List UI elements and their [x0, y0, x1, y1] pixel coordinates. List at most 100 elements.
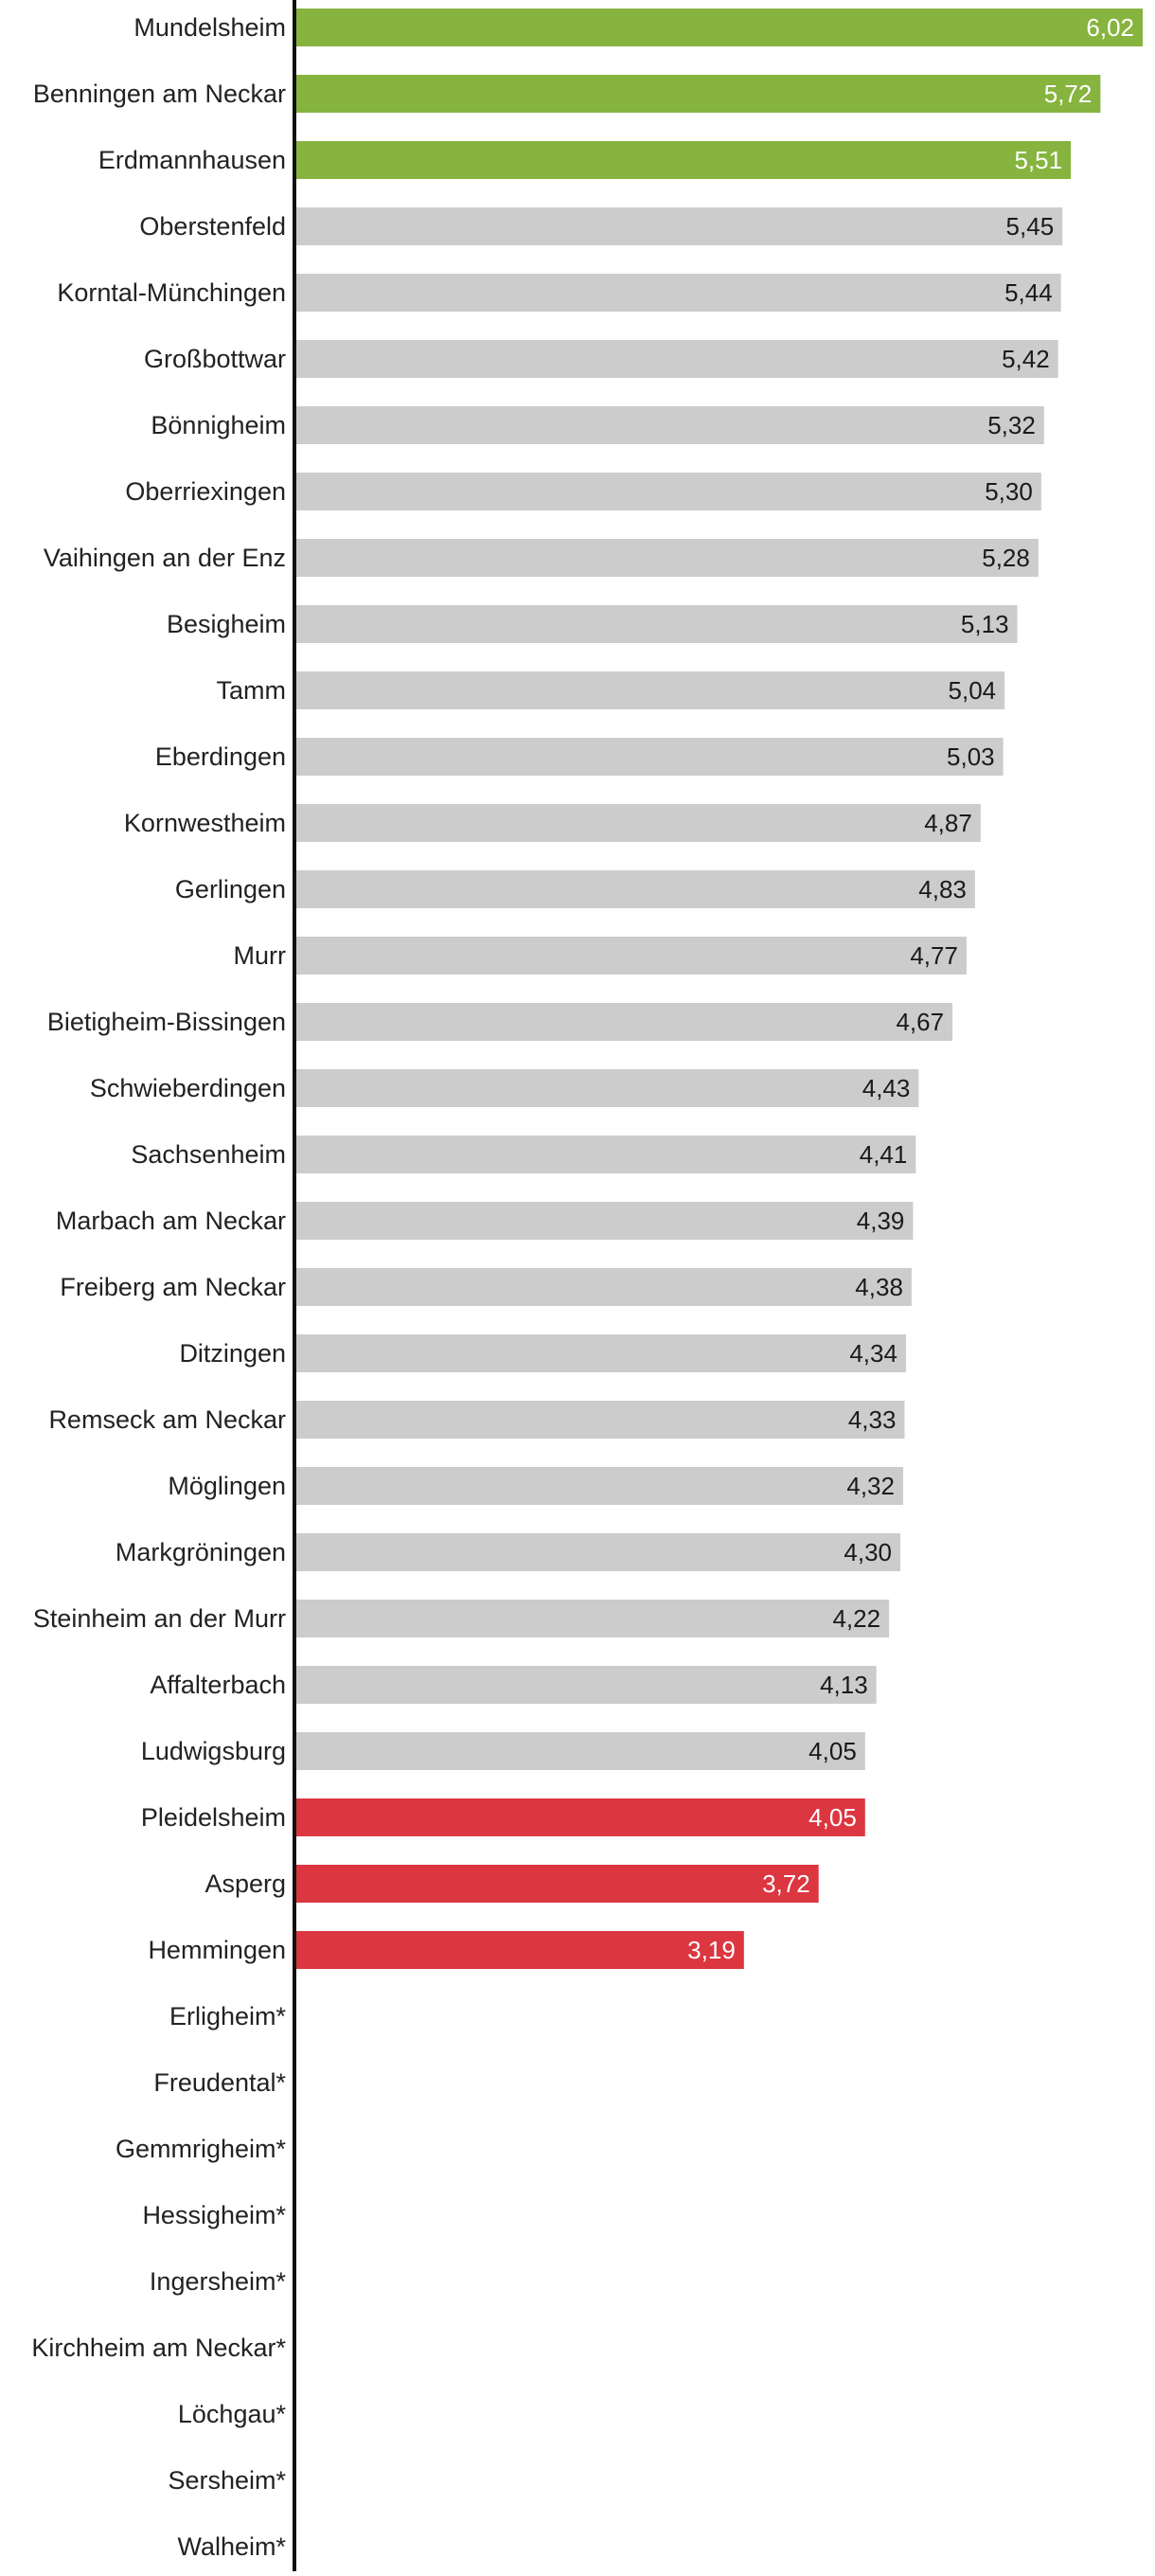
value-label: 5,03: [947, 742, 995, 771]
category-label: Freiberg am Neckar: [60, 1273, 286, 1301]
bar-low: [294, 1865, 819, 1903]
bar-mid: [294, 1334, 906, 1372]
category-label: Eberdingen: [155, 742, 286, 771]
bar-mid: [294, 1600, 890, 1637]
category-label: Remseck am Neckar: [48, 1405, 286, 1434]
bar-mid: [294, 1666, 877, 1704]
category-label: Markgröningen: [116, 1538, 286, 1566]
value-label: 4,32: [846, 1472, 895, 1500]
value-label: 4,05: [808, 1803, 857, 1832]
bar-mid: [294, 406, 1044, 444]
category-label: Löchgau*: [178, 2400, 287, 2428]
category-label: Schwieberdingen: [90, 1074, 286, 1102]
bar-mid: [294, 870, 975, 908]
category-label: Großbottwar: [144, 345, 286, 373]
value-label: 4,87: [924, 809, 972, 837]
category-label: Freudental*: [153, 2068, 286, 2097]
bars-group: 6,02 5,72 5,51 5,45 5,44 5,42 5,32 5,30 5,28 5,13…: [294, 9, 1143, 1969]
category-label: Erdmannhausen: [98, 146, 286, 174]
bar-mid: [294, 340, 1058, 378]
bar-mid: [294, 207, 1063, 245]
category-labels-group: Mundelsheim Benningen am Neckar Erdmannhau…: [31, 13, 286, 2561]
value-label: 5,51: [1014, 146, 1062, 174]
category-label: Sersheim*: [168, 2466, 286, 2495]
category-label: Bönnigheim: [151, 411, 286, 439]
value-label: 4,22: [832, 1604, 880, 1633]
category-label: Möglingen: [168, 1472, 286, 1500]
value-label: 4,67: [896, 1008, 944, 1036]
value-label: 5,42: [1002, 345, 1050, 373]
category-label: Steinheim an der Murr: [33, 1604, 286, 1633]
bar-mid: [294, 671, 1005, 709]
category-label: Erligheim*: [169, 2002, 287, 2030]
value-label: 5,32: [987, 411, 1036, 439]
category-label: Bietigheim-Bissingen: [47, 1008, 286, 1036]
value-label: 5,04: [949, 676, 997, 705]
value-label: 4,83: [918, 875, 967, 903]
category-label: Affalterbach: [150, 1671, 286, 1699]
value-label: 4,41: [860, 1140, 908, 1169]
bar-mid: [294, 1069, 919, 1107]
bar-top: [294, 141, 1072, 179]
bar-mid: [294, 1401, 905, 1439]
category-label: Murr: [234, 941, 287, 970]
category-label: Kornwestheim: [124, 809, 286, 837]
bar-mid: [294, 1732, 865, 1770]
category-label: Vaihingen an der Enz: [44, 544, 286, 572]
bar-mid: [294, 539, 1039, 577]
bar-low: [294, 1798, 865, 1836]
value-label: 5,45: [1006, 212, 1055, 241]
bar-mid: [294, 274, 1061, 312]
value-label: 5,44: [1004, 278, 1053, 307]
bar-mid: [294, 1268, 912, 1306]
category-label: Besigheim: [167, 610, 286, 638]
category-label: Walheim*: [177, 2532, 286, 2561]
bar-mid: [294, 804, 981, 842]
value-label: 6,02: [1086, 13, 1134, 42]
category-label: Oberstenfeld: [139, 212, 286, 241]
value-label: 4,38: [855, 1273, 903, 1301]
value-label: 4,34: [849, 1339, 897, 1368]
category-label: Ditzingen: [179, 1339, 286, 1368]
bar-top: [294, 9, 1143, 46]
bar-mid: [294, 1533, 900, 1571]
value-label: 4,43: [862, 1074, 911, 1102]
category-label: Hemmingen: [148, 1936, 286, 1964]
bar-mid: [294, 738, 1004, 776]
value-label: 4,13: [820, 1671, 868, 1699]
bar-mid: [294, 473, 1041, 510]
value-label: 3,72: [762, 1869, 810, 1898]
category-label: Tamm: [217, 676, 287, 705]
value-label: 5,13: [961, 610, 1009, 638]
value-label: 4,39: [857, 1207, 905, 1235]
bar-mid: [294, 1003, 953, 1041]
category-label: Ludwigsburg: [141, 1737, 286, 1765]
category-label: Gemmrigheim*: [116, 2135, 287, 2163]
value-label: 5,28: [982, 544, 1030, 572]
category-label: Gerlingen: [175, 875, 286, 903]
category-label: Marbach am Neckar: [56, 1207, 286, 1235]
category-label: Asperg: [204, 1869, 286, 1898]
bar-mid: [294, 1467, 903, 1505]
bar-top: [294, 75, 1101, 113]
bar-mid: [294, 1202, 914, 1240]
bar-mid: [294, 605, 1018, 643]
value-label: 4,77: [910, 941, 958, 970]
value-label: 4,33: [848, 1405, 897, 1434]
value-label: 5,72: [1044, 80, 1093, 108]
category-label: Pleidelsheim: [141, 1803, 286, 1832]
bar-low: [294, 1931, 744, 1969]
value-label: 5,30: [985, 477, 1033, 506]
category-label: Mundelsheim: [133, 13, 286, 42]
value-label: 4,05: [808, 1737, 857, 1765]
category-label: Korntal-Münchingen: [57, 278, 286, 307]
bar-mid: [294, 1136, 916, 1173]
value-label: 3,19: [687, 1936, 736, 1964]
bar-mid: [294, 937, 967, 975]
category-label: Benningen am Neckar: [33, 80, 286, 108]
category-label: Sachsenheim: [131, 1140, 286, 1169]
category-label: Kirchheim am Neckar*: [31, 2334, 286, 2362]
category-label: Oberriexingen: [125, 477, 286, 506]
category-label: Ingersheim*: [150, 2267, 287, 2296]
